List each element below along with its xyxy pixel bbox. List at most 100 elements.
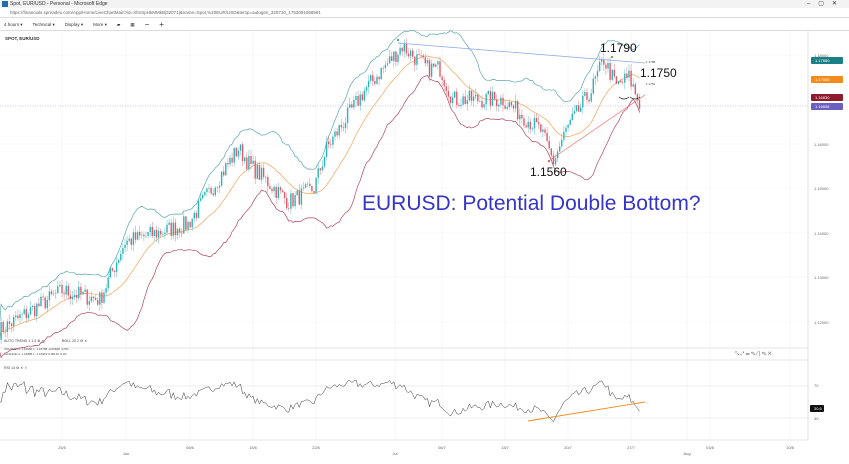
window-controls[interactable]: –▢✕ (806, 1, 845, 7)
candle-body (426, 60, 429, 64)
display-dropdown[interactable]: Display ▾ (64, 22, 84, 27)
rsi-legend[interactable]: RSI 14 ⚙ ✕ ⇧ (4, 366, 28, 370)
candle-body (603, 59, 605, 65)
candle-body (25, 309, 27, 319)
low-marker (548, 160, 550, 162)
candle-body (584, 92, 586, 96)
candle-body (596, 70, 599, 77)
candle-body (435, 64, 437, 67)
candle-body (258, 165, 261, 180)
rsi-tick-30: 30 (814, 416, 819, 421)
zoom-out-icon[interactable]: − (144, 20, 150, 29)
candle-body (626, 73, 628, 78)
bollinger-legend[interactable]: BOLL 20 2 ⚙ ✕ (62, 339, 88, 343)
x-tick: Jul (392, 451, 398, 456)
auto-trend-legend[interactable]: AUTO TREND 1 1.4 ⚙ ✕ (4, 339, 45, 343)
candle-body (481, 100, 483, 108)
zoom-in-icon[interactable]: + (159, 20, 164, 29)
candle-body (489, 91, 492, 106)
candle-body (512, 105, 515, 109)
rsi-tick-70: 70 (814, 383, 819, 388)
candle-body (491, 91, 494, 106)
candle-body (483, 104, 485, 108)
candle-body (23, 309, 25, 314)
candle-body (441, 76, 443, 81)
candle-body (8, 321, 11, 324)
candle-body (332, 136, 334, 145)
candle-body (143, 234, 145, 237)
address-bar[interactable]: https://financials.spreadex.com/App/Home… (0, 8, 849, 18)
candle-body (601, 59, 603, 62)
candle-body (128, 238, 130, 241)
candle-body (191, 218, 193, 228)
candle-body (538, 122, 540, 125)
candle-body (462, 96, 464, 105)
candle-body (99, 292, 101, 305)
drawing-tools[interactable]: ⤡ ⤢ ▭ ✎ ⁄ | ✎ ✕ (735, 351, 772, 357)
window-title-bar: Spot, EUR/USD - Personal - Microsoft Edg… (0, 0, 849, 8)
candle-body (580, 107, 582, 112)
more-dropdown[interactable]: More ▾ (93, 22, 107, 27)
candle-body (529, 121, 531, 130)
candle-body (34, 306, 36, 317)
app-icon (2, 1, 8, 7)
folder-icon[interactable]: ▰ (116, 22, 121, 27)
candle-body (300, 188, 303, 205)
candle-body (246, 157, 248, 170)
candle-body (607, 63, 609, 69)
candle-body (437, 61, 439, 65)
price-tick: 1.18000 (814, 53, 829, 58)
candle-body (632, 84, 634, 87)
price-badge-upper-band: 1.17880 (811, 57, 843, 64)
candle-body (57, 286, 59, 294)
candle-body (107, 277, 109, 289)
candle-body (609, 63, 611, 80)
candle-body (248, 155, 250, 170)
candle-body (229, 157, 231, 165)
bollinger-upper-band (0, 29, 640, 323)
candle-body (391, 56, 393, 61)
candle-body (334, 131, 336, 137)
candle-body (433, 63, 435, 67)
candle-body (458, 104, 460, 107)
candle-body (281, 190, 284, 193)
candle-body (506, 107, 508, 109)
candle-body (330, 144, 332, 145)
candle-body (336, 131, 338, 136)
candle-body (619, 80, 622, 83)
interval-dropdown[interactable]: 4 hours ▾ (4, 22, 23, 27)
candle-body (561, 139, 563, 147)
candle-body (470, 90, 473, 101)
candle-body (279, 187, 282, 191)
candle-body (363, 90, 366, 101)
chart-toolbar: 4 hours ▾ Technical ▾ Display ▾ More ▾ ▰… (0, 18, 849, 31)
candle-body (120, 253, 122, 261)
candle-body (559, 146, 561, 152)
candle-body (460, 104, 462, 107)
candle-body (86, 289, 88, 305)
technical-dropdown[interactable]: Technical ▾ (32, 22, 55, 27)
candle-body (405, 43, 408, 54)
candle-body (174, 222, 177, 236)
candle-body (412, 50, 414, 57)
annotation-high: 1.1790 (600, 41, 637, 55)
candle-body (590, 93, 592, 102)
candle-body (613, 69, 615, 77)
url-text[interactable]: https://financials.spreadex.com/App/Home… (10, 10, 321, 15)
price-badge-last: 1.16830 (811, 94, 843, 101)
candle-body (94, 298, 97, 301)
candle-body (218, 185, 221, 188)
candle-body (260, 167, 263, 180)
candle-body (214, 187, 216, 195)
candle-body (178, 228, 181, 233)
candle-body (115, 262, 118, 272)
calendar-icon[interactable]: ▦ (130, 22, 135, 27)
candle-body (105, 288, 107, 293)
x-tick: 20/7 (564, 445, 572, 450)
candle-body (292, 193, 294, 207)
candle-body (197, 200, 200, 218)
candle-body (428, 60, 431, 77)
candle-body (46, 299, 48, 309)
candle-body (80, 287, 82, 295)
